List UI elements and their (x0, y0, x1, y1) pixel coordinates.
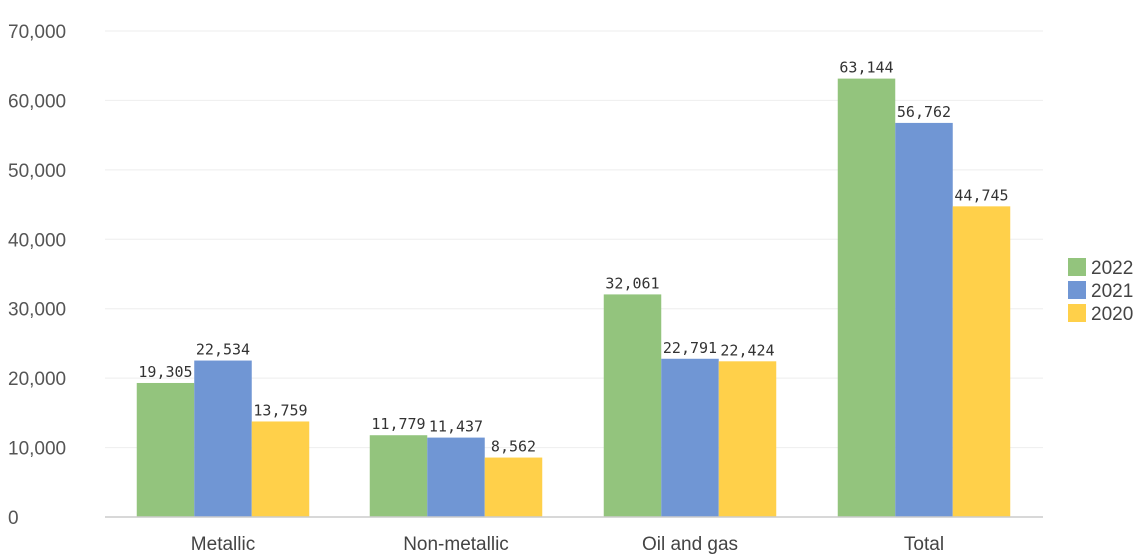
y-tick-label: 20,000 (8, 369, 66, 390)
legend-swatch-2022 (1068, 258, 1086, 276)
data-label: 22,791 (663, 339, 717, 357)
bar-2022-metallic (136, 382, 195, 517)
y-tick-label: 30,000 (8, 300, 66, 321)
bar-2021-metallic (194, 360, 252, 517)
y-tick-label: 50,000 (8, 161, 66, 182)
y-tick-label: 60,000 (8, 91, 66, 112)
data-label: 22,424 (720, 341, 774, 359)
legend-label: 2022 (1091, 258, 1133, 279)
x-category-label: Oil and gas (642, 534, 738, 555)
data-label: 63,144 (839, 59, 893, 77)
data-label: 22,534 (196, 341, 250, 359)
bars (136, 78, 1011, 518)
bar-2022-oil-and-gas (603, 294, 662, 517)
bar-2020-metallic (251, 421, 310, 517)
data-label: 11,437 (429, 418, 483, 436)
y-tick-label: 40,000 (8, 230, 66, 251)
data-label: 11,779 (371, 415, 425, 433)
y-axis-tick-labels: 0 10,000 20,000 30,000 40,000 50,000 60,000 70,… (8, 22, 66, 529)
gridlines (105, 30, 1043, 449)
legend-swatch-2021 (1068, 281, 1086, 299)
bar-2020-non-metallic (484, 457, 543, 517)
bar-2022-total (837, 78, 896, 518)
data-label: 13,759 (253, 401, 307, 419)
x-category-label: Metallic (191, 534, 255, 555)
data-label: 56,762 (897, 103, 951, 121)
bar-2021-total (895, 122, 953, 517)
legend-label: 2021 (1091, 281, 1133, 302)
data-label: 19,305 (138, 363, 192, 381)
y-tick-label: 0 (8, 508, 19, 529)
y-tick-label: 70,000 (8, 22, 66, 43)
bar-2021-non-metallic (427, 437, 485, 517)
data-label: 44,745 (954, 186, 1008, 204)
x-category-label: Non-metallic (403, 534, 509, 555)
bar-2021-oil-and-gas (661, 358, 719, 517)
legend-swatch-2020 (1068, 304, 1086, 322)
bar-2020-oil-and-gas (718, 361, 777, 517)
bar-2022-non-metallic (369, 435, 428, 517)
data-label: 8,562 (491, 438, 536, 456)
bar-2020-total (952, 206, 1011, 517)
data-label: 32,061 (605, 274, 659, 292)
x-axis-category-labels: Metallic Non-metallic Oil and gas Total (191, 534, 944, 555)
y-tick-label: 10,000 (8, 439, 66, 460)
legend-label: 2020 (1091, 304, 1133, 325)
x-category-label: Total (904, 534, 944, 555)
